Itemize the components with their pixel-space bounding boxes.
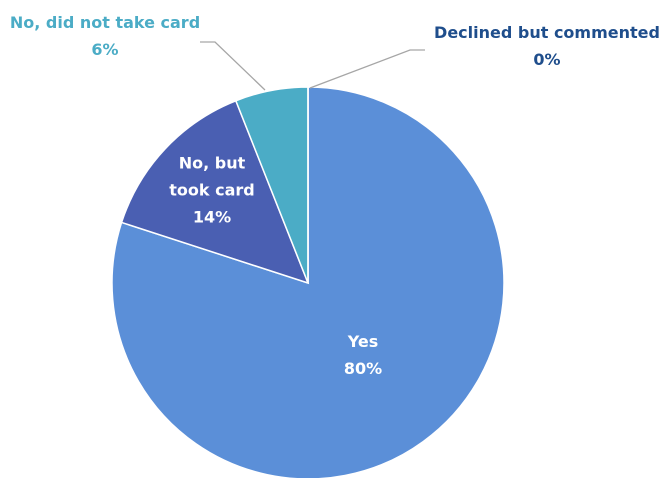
pie-slice	[111, 86, 505, 478]
leader-line	[200, 41, 266, 91]
slice-label: Declined but commented 0%	[427, 19, 663, 73]
value-label: 6%	[91, 40, 119, 59]
category-label: Declined but commented	[434, 23, 660, 42]
category-label: No, but took card	[169, 153, 255, 200]
category-label: No, did not take card	[9, 13, 201, 32]
value-label: 14%	[192, 207, 232, 227]
slice-label: No, did not take card 6%	[0, 9, 215, 63]
pie-slice	[120, 99, 310, 285]
value-label: 0%	[533, 50, 561, 69]
category-label: Yes	[347, 332, 379, 351]
slice-label: No, but took card 14%	[162, 150, 262, 231]
slice-label: Yes 80%	[303, 328, 423, 382]
value-label: 80%	[343, 359, 383, 378]
leader-line	[309, 49, 425, 89]
